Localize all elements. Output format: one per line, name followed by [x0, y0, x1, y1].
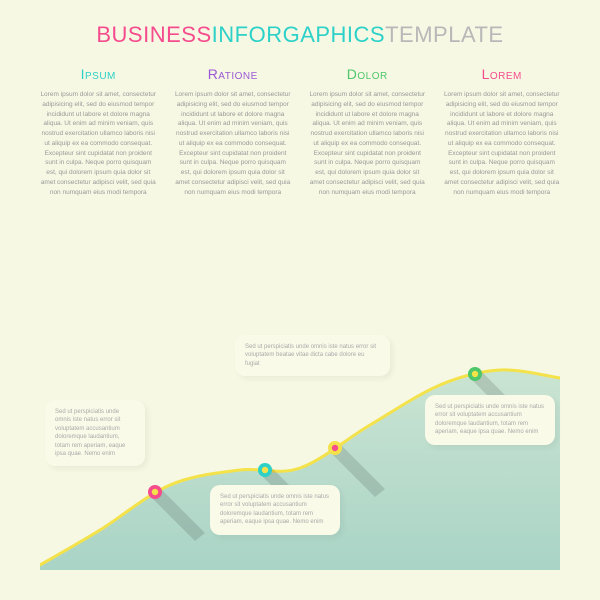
main-title: BUSINESSINFORGAPHICSTEMPLATE: [0, 0, 600, 48]
column-title: Ratione: [175, 66, 292, 82]
area-chart: Sed ut perspiciatis unde omnis iste natu…: [40, 330, 560, 570]
column-body: Lorem ipsum dolor sit amet, consectetur …: [444, 90, 561, 197]
column-title: Lorem: [444, 66, 561, 82]
title-part-3: TEMPLATE: [385, 22, 504, 47]
column-body: Lorem ipsum dolor sit amet, consectetur …: [309, 90, 426, 197]
title-part-1: BUSINESS: [96, 22, 211, 47]
callout-box: Sed ut perspiciatis unde omnis iste natu…: [210, 485, 340, 535]
column-ratione: Ratione Lorem ipsum dolor sit amet, cons…: [175, 66, 292, 197]
columns-row: Ipsum Lorem ipsum dolor sit amet, consec…: [0, 48, 600, 197]
column-title: Ipsum: [40, 66, 157, 82]
column-body: Lorem ipsum dolor sit amet, consectetur …: [40, 90, 157, 197]
column-dolor: Dolor Lorem ipsum dolor sit amet, consec…: [309, 66, 426, 197]
column-lorem: Lorem Lorem ipsum dolor sit amet, consec…: [444, 66, 561, 197]
column-title: Dolor: [309, 66, 426, 82]
title-part-2: INFORGAPHICS: [212, 22, 385, 47]
callout-box: Sed ut perspiciatis unde omnis iste natu…: [45, 400, 145, 466]
column-ipsum: Ipsum Lorem ipsum dolor sit amet, consec…: [40, 66, 157, 197]
callout-box: Sed ut perspiciatis unde omnis iste natu…: [235, 335, 390, 376]
column-body: Lorem ipsum dolor sit amet, consectetur …: [175, 90, 292, 197]
callout-box: Sed ut perspiciatis unde omnis iste natu…: [425, 395, 555, 445]
